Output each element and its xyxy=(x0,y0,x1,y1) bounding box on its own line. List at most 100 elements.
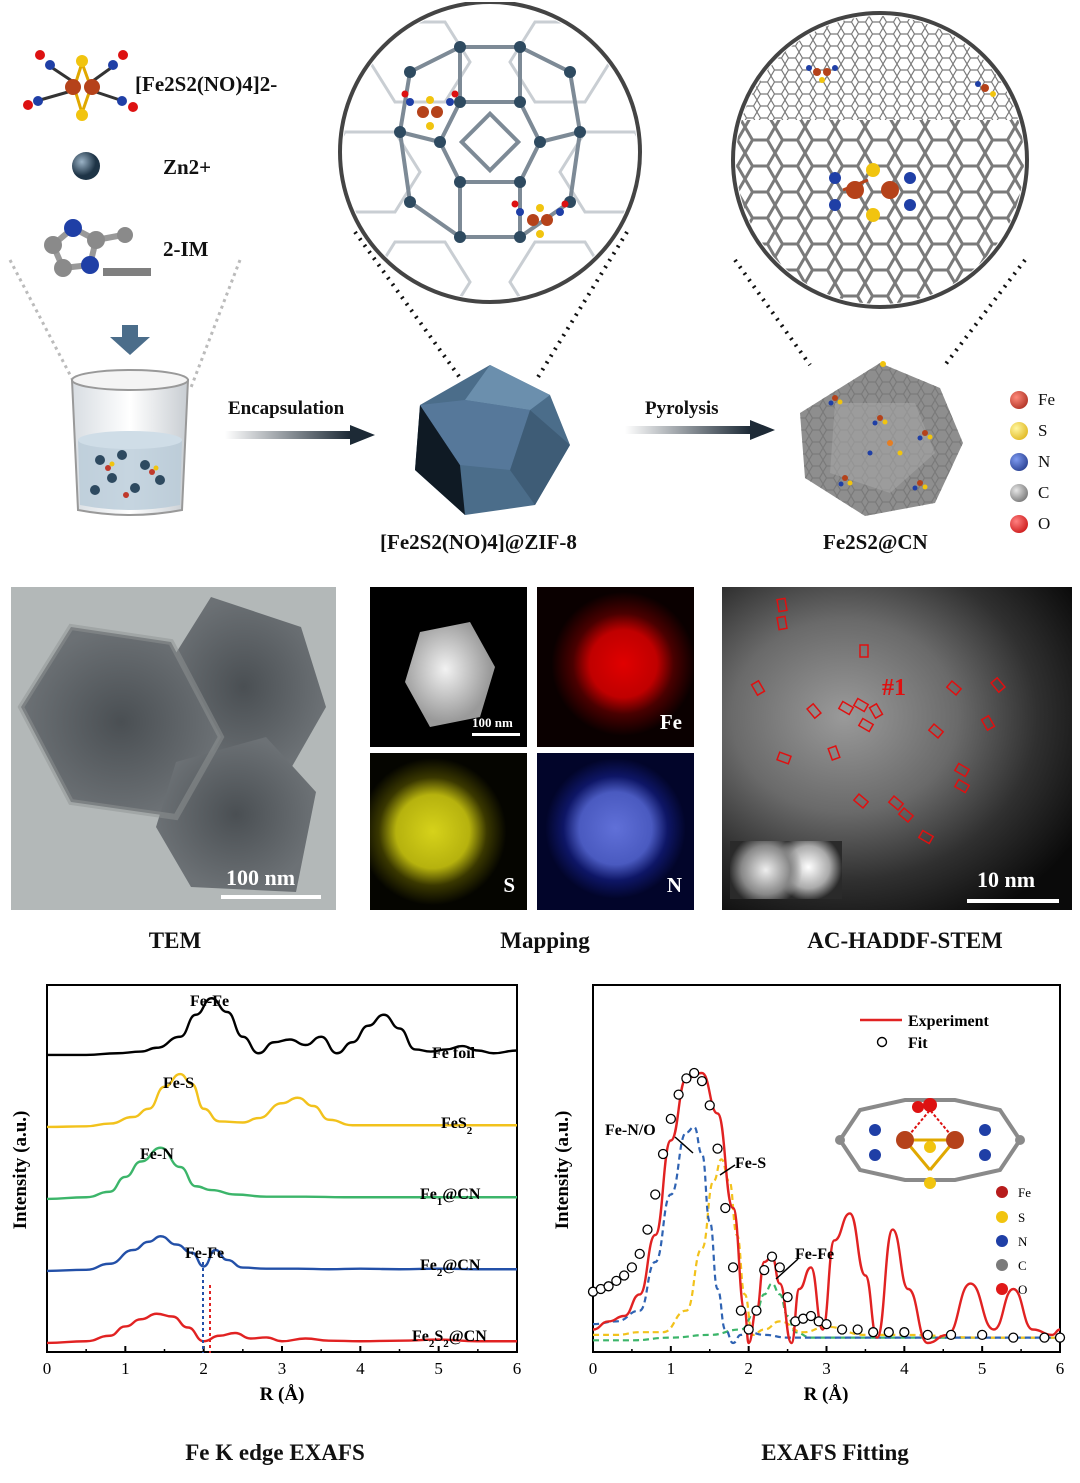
fit-point xyxy=(821,1318,832,1330)
fe-ball-icon xyxy=(1010,390,1028,409)
series-line-fe1-cn xyxy=(46,1146,517,1201)
fitting-legend-s-icon xyxy=(996,1211,1008,1223)
exafs-annot-fefe: Fe-Fe xyxy=(190,993,229,1010)
fit-point xyxy=(673,1089,684,1100)
exafs-label-fes2: FeS2 xyxy=(441,1115,473,1137)
x-tick-label: 3 xyxy=(822,1359,831,1378)
stem-scale-label: 10 nm xyxy=(977,867,1036,892)
cn-product-label: Fe2S2@CN xyxy=(823,530,928,554)
zif8-product-label: [Fe2S2(NO)4]@ZIF-8 xyxy=(380,530,577,554)
mapping-caption: Mapping xyxy=(500,928,590,953)
x-tick-label: 2 xyxy=(744,1359,753,1378)
imidazole-icon xyxy=(44,219,151,277)
fit-point xyxy=(766,1251,778,1262)
zinc-label: Zn2+ xyxy=(163,155,212,179)
fit-point xyxy=(665,1113,676,1125)
encapsulated-cluster-2 xyxy=(511,200,569,238)
fit-point xyxy=(852,1324,863,1335)
fitting-legend-o: O xyxy=(1018,1282,1027,1297)
fitting-legend-s: S xyxy=(1018,1210,1025,1225)
x-tick-label: 4 xyxy=(900,1359,909,1378)
fitting-annot-fefe: Fe-Fe xyxy=(795,1246,834,1263)
encapsulation-arrow-icon xyxy=(225,425,375,445)
fit-point xyxy=(712,1143,723,1154)
fit-point xyxy=(696,1075,708,1087)
fit-point xyxy=(922,1329,933,1341)
encapsulated-cluster-1 xyxy=(401,90,459,130)
stem-site-marker: #1 xyxy=(882,675,906,701)
fit-point xyxy=(634,1248,645,1260)
legend-fe: Fe xyxy=(1010,384,1076,415)
encapsulation-label: Encapsulation xyxy=(228,398,345,419)
scheme-section: [Fe2S2(NO)4]2- Zn2+ 2-IM xyxy=(0,0,1080,560)
fitting-arrow-feno xyxy=(674,1136,694,1154)
legend-s: S xyxy=(1010,415,1076,446)
c-ball-icon xyxy=(1010,483,1028,502)
series-line-fe-n-o xyxy=(592,1125,1060,1345)
fitting-legend-c-icon xyxy=(996,1259,1008,1271)
fitting-annot-feno: Fe-N/O xyxy=(605,1122,656,1139)
haadf-map: 100 nm xyxy=(370,587,527,747)
exafs-label-fe-foil: Fe foil xyxy=(432,1045,476,1062)
x-tick-label: 3 xyxy=(278,1359,287,1378)
fitting-legend-n-icon xyxy=(996,1235,1008,1247)
x-tick-label: 5 xyxy=(978,1359,987,1378)
s-map-label: S xyxy=(503,873,515,897)
s-map: S xyxy=(370,753,527,910)
series-line-fe-fe xyxy=(593,1282,1060,1342)
x-tick-label: 2 xyxy=(199,1359,208,1378)
fitting-series xyxy=(587,1067,1066,1345)
series-line-fe2-cn xyxy=(46,1235,517,1273)
beaker-icon xyxy=(70,369,190,516)
legend-experiment-label: Experiment xyxy=(908,1013,990,1030)
fit-point xyxy=(727,1262,739,1273)
stem-inset xyxy=(730,841,842,899)
exafs-annot-fes: Fe-S xyxy=(163,1075,194,1092)
n-ball-icon xyxy=(1010,452,1028,471)
tem-scale-bar xyxy=(221,895,321,899)
x-tick-label: 4 xyxy=(356,1359,365,1378)
fit-point xyxy=(868,1327,879,1338)
fit-point xyxy=(657,1148,669,1160)
fitting-x-ticks: 0 1 2 3 4 5 6 xyxy=(589,1346,1065,1378)
fit-point xyxy=(720,1202,731,1214)
fit-point xyxy=(945,1329,957,1341)
series-line-fe2s2-cn xyxy=(46,1312,517,1345)
x-tick-label: 6 xyxy=(1056,1359,1065,1378)
o-ball-icon xyxy=(1010,514,1028,533)
pyrolysis-label: Pyrolysis xyxy=(645,398,719,419)
fe-map-label: Fe xyxy=(659,710,682,734)
stem-caption: AC-HADDF-STEM xyxy=(807,928,1003,953)
pyrolysis-arrow-icon xyxy=(625,420,775,440)
precursor-label: [Fe2S2(NO)4]2- xyxy=(135,72,278,96)
fit-point xyxy=(977,1329,988,1341)
x-tick-label: 1 xyxy=(121,1359,130,1378)
zif8-crystal-icon xyxy=(415,365,570,515)
fe-map: Fe xyxy=(537,587,694,747)
s-ball-icon xyxy=(1010,421,1028,440)
fit-point xyxy=(759,1264,770,1276)
x-tick-label: 6 xyxy=(513,1359,522,1378)
fitting-legend-c: C xyxy=(1018,1258,1027,1273)
exafs-annot-fen: Fe-N xyxy=(140,1146,174,1163)
fitting-legend-fe-icon xyxy=(996,1186,1008,1198)
element-legend: Fe S N C O xyxy=(1010,384,1076,539)
exafs-caption: Fe K edge EXAFS xyxy=(185,1440,365,1465)
stem-image: #1 10 nm xyxy=(722,587,1072,910)
exafs-ylabel: Intensity (a.u.) xyxy=(10,1111,31,1230)
exafs-series xyxy=(46,997,518,1345)
fit-point xyxy=(681,1073,692,1084)
fit-point xyxy=(611,1275,622,1287)
fit-point xyxy=(1039,1332,1050,1343)
down-arrow-icon xyxy=(110,325,150,355)
fitting-xlabel: R (Å) xyxy=(804,1384,849,1405)
tem-image: 100 nm xyxy=(11,587,336,910)
imidazole-label: 2-IM xyxy=(163,237,209,261)
legend-fit-marker xyxy=(876,1036,888,1048)
exafs-label-fe1cn: Fe1@CN xyxy=(420,1186,481,1208)
fe2s2-site-small xyxy=(806,65,996,97)
x-tick-label: 0 xyxy=(589,1359,598,1378)
fitting-arrow-fefe xyxy=(775,1258,799,1280)
fit-point xyxy=(1008,1332,1019,1343)
x-tick-label: 5 xyxy=(434,1359,443,1378)
